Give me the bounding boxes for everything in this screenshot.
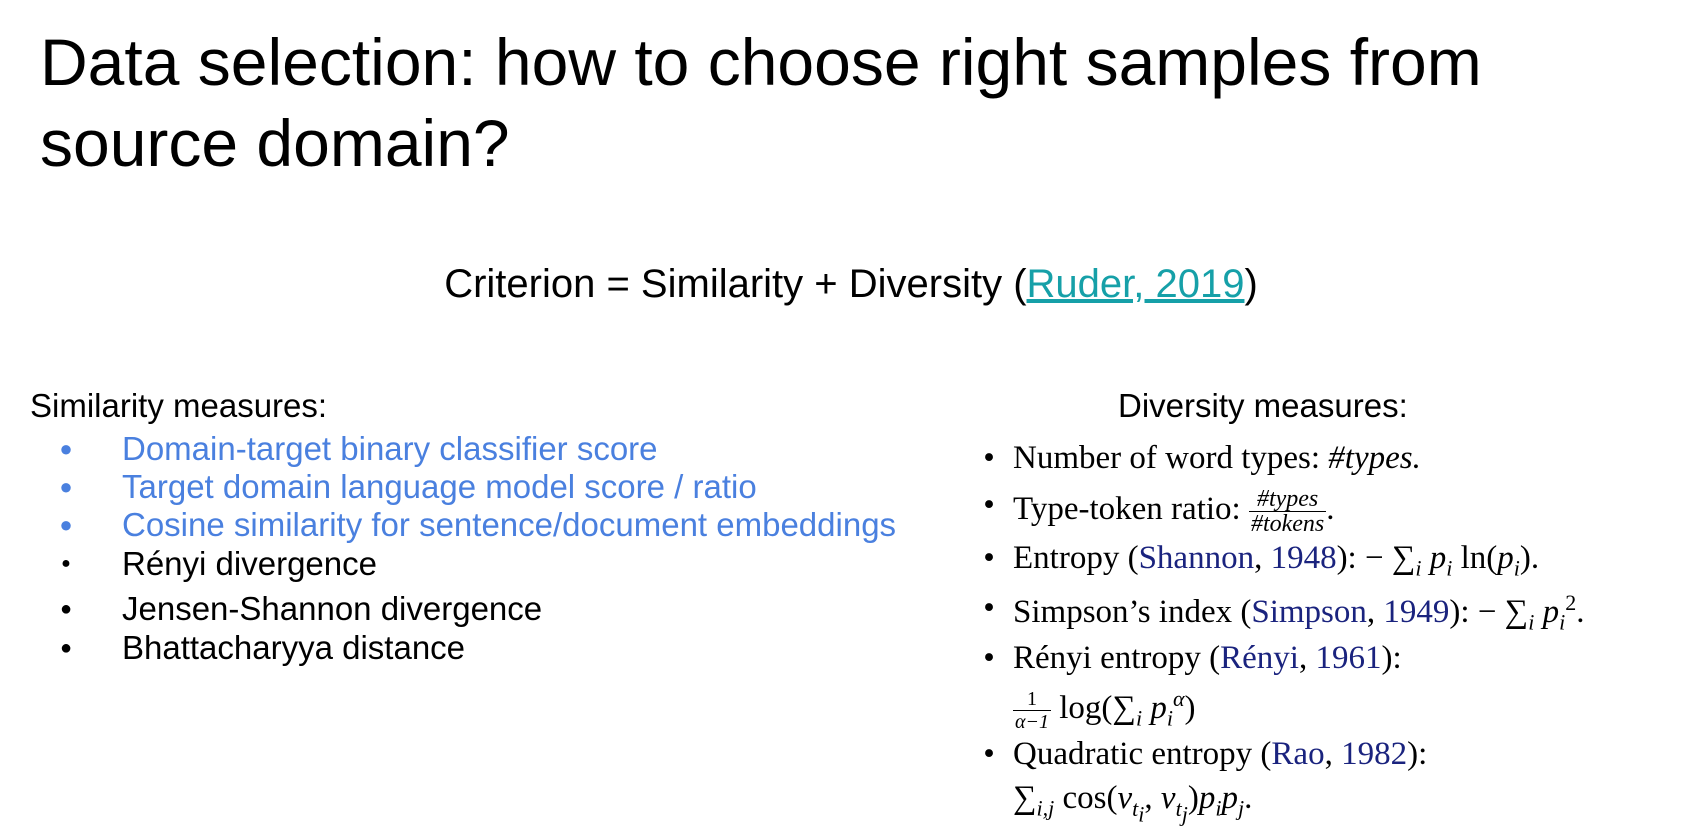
bullet-icon: ● bbox=[59, 598, 73, 620]
citation-author[interactable]: Simpson bbox=[1251, 594, 1367, 630]
bullet-icon: ● bbox=[59, 474, 73, 499]
bullet-icon: • bbox=[983, 440, 995, 476]
citation-author[interactable]: Shannon bbox=[1138, 540, 1255, 576]
criterion-line: Criterion = Similarity + Diversity (Rude… bbox=[0, 260, 1702, 308]
diversity-item-label: Simpson’s index ( bbox=[1013, 594, 1252, 630]
diversity-item-label: Number of word types: bbox=[1013, 440, 1329, 476]
bullet-icon: • bbox=[983, 540, 995, 576]
formula-prefix: ): bbox=[1381, 640, 1402, 676]
criterion-close: ) bbox=[1244, 262, 1258, 306]
diversity-item: Quadratic entropy (Rao, 1982): bbox=[1013, 736, 1428, 772]
bullet-icon: ● bbox=[59, 637, 73, 659]
slide-title: Data selection: how to choose right samp… bbox=[40, 25, 1482, 180]
renyi-formula: 1 α−1 log(∑i piα) bbox=[1013, 686, 1196, 733]
diversity-item-label: Type-token ratio: bbox=[1013, 491, 1249, 528]
diversity-item-label: Rényi entropy ( bbox=[1013, 640, 1221, 676]
fraction-numerator: #types bbox=[1248, 487, 1327, 512]
similarity-item-label: Cosine similarity for sentence/document … bbox=[122, 506, 897, 543]
citation-author[interactable]: Rao bbox=[1271, 736, 1325, 772]
formula-prefix: ): − ∑ bbox=[1449, 594, 1529, 630]
diversity-item: Number of word types: #types. bbox=[1013, 440, 1421, 477]
citation-year[interactable]: 1982 bbox=[1341, 736, 1408, 772]
diversity-item-label: Quadratic entropy ( bbox=[1013, 736, 1272, 772]
bullet-icon: ● bbox=[59, 512, 73, 537]
formula: p bbox=[1429, 540, 1447, 576]
diversity-item: Type-token ratio: #types #tokens. bbox=[1013, 486, 1335, 537]
similarity-item-label: Domain-target binary classifier score bbox=[122, 430, 658, 467]
bullet-icon: ● bbox=[61, 555, 71, 572]
similarity-item-label: Rényi divergence bbox=[122, 545, 377, 582]
bullet-icon: • bbox=[983, 736, 995, 772]
formula-prefix: ): bbox=[1407, 736, 1428, 772]
citation-year[interactable]: 1961 bbox=[1315, 640, 1382, 676]
similarity-item-label: Target domain language model score / rat… bbox=[122, 468, 757, 505]
bullet-icon: • bbox=[983, 590, 995, 626]
quadratic-formula: ∑i,j cos(vti, vtj)pipj. bbox=[1013, 780, 1253, 826]
formula-prefix: ): − ∑ bbox=[1336, 540, 1416, 576]
diversity-item-label: Entropy ( bbox=[1013, 540, 1139, 576]
bullet-icon: • bbox=[983, 487, 995, 523]
formula-fraction: #types #tokens bbox=[1248, 487, 1327, 537]
similarity-heading: Similarity measures: bbox=[30, 387, 328, 424]
bullet-icon: • bbox=[983, 640, 995, 676]
formula: #types. bbox=[1328, 440, 1421, 476]
ruder-2019-link[interactable]: Ruder, 2019 bbox=[1026, 262, 1245, 306]
diversity-item: Simpson’s index (Simpson, 1949): − ∑i pi… bbox=[1013, 590, 1585, 635]
similarity-item-label: Jensen-Shannon divergence bbox=[122, 590, 543, 627]
fraction-denominator: #tokens bbox=[1250, 511, 1325, 537]
diversity-heading: Diversity measures: bbox=[1118, 387, 1408, 424]
bullet-icon: ● bbox=[59, 436, 73, 461]
diversity-item: Rényi entropy (Rényi, 1961): bbox=[1013, 640, 1402, 676]
citation-author[interactable]: Rényi bbox=[1220, 640, 1299, 676]
criterion-text: Criterion = Similarity + Diversity ( bbox=[444, 262, 1027, 306]
citation-year[interactable]: 1949 bbox=[1383, 594, 1450, 630]
diversity-item: Entropy (Shannon, 1948): − ∑i pi ln(pi). bbox=[1013, 540, 1540, 581]
similarity-item-label: Bhattacharyya distance bbox=[122, 629, 466, 666]
citation-year[interactable]: 1948 bbox=[1270, 540, 1337, 576]
